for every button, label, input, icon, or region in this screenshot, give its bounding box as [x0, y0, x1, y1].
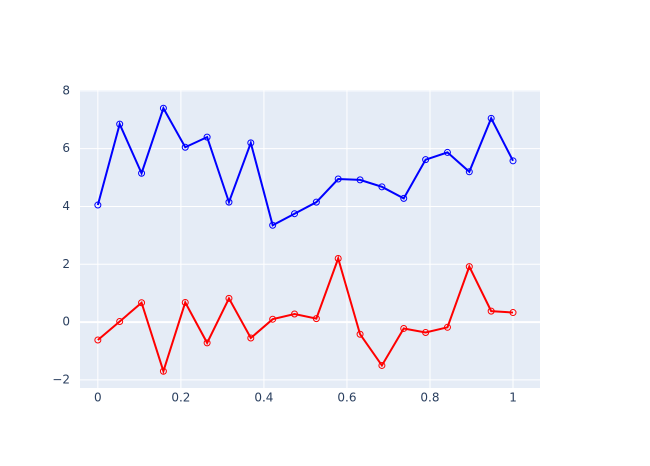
- marker: [465, 263, 473, 271]
- series-line: [97, 255, 514, 375]
- marker: [356, 330, 364, 338]
- series-line: [96, 105, 514, 227]
- marker: [291, 310, 299, 318]
- marker: [422, 329, 430, 337]
- y-tick-label: 0: [62, 315, 70, 329]
- y-tick-label: 4: [62, 199, 70, 213]
- marker: [116, 318, 124, 326]
- marker: [443, 148, 451, 156]
- marker: [116, 120, 124, 128]
- x-tick-label: 0.8: [420, 391, 439, 405]
- x-tick-label: 0.4: [254, 391, 273, 405]
- marker: [378, 361, 386, 369]
- marker: [159, 367, 167, 375]
- marker: [181, 143, 189, 151]
- marker: [443, 323, 451, 331]
- marker: [400, 194, 408, 202]
- marker: [334, 255, 342, 263]
- marker: [225, 294, 233, 302]
- x-tick-label: 0: [94, 391, 102, 405]
- marker: [138, 169, 146, 177]
- marker: [312, 198, 320, 206]
- plot-area: [80, 90, 540, 388]
- y-tick-label: 6: [62, 141, 70, 155]
- marker: [509, 309, 517, 317]
- marker: [487, 307, 495, 315]
- marker: [334, 175, 342, 183]
- x-tick-label: 0.6: [337, 391, 356, 405]
- marker: [159, 104, 167, 112]
- marker: [312, 315, 320, 323]
- y-tick-label: −2: [52, 372, 70, 386]
- marker: [94, 336, 102, 344]
- marker: [356, 176, 364, 184]
- marker: [247, 139, 255, 147]
- marker: [487, 114, 495, 122]
- x-tick-label: 1: [509, 391, 517, 405]
- marker: [378, 183, 386, 191]
- x-tick-label: 0.2: [171, 391, 190, 405]
- marker: [509, 157, 517, 165]
- marker: [203, 133, 211, 141]
- marker: [247, 334, 255, 342]
- marker: [203, 339, 211, 347]
- marker: [138, 299, 146, 307]
- marker: [94, 201, 102, 209]
- marker: [181, 298, 189, 306]
- y-tick-label: 2: [62, 257, 70, 271]
- marker: [269, 315, 277, 323]
- marker: [400, 324, 408, 332]
- marker: [225, 198, 233, 206]
- marker: [465, 168, 473, 176]
- marker: [422, 156, 430, 164]
- marker: [269, 221, 277, 229]
- marker: [291, 210, 299, 218]
- y-tick-label: 8: [62, 83, 70, 97]
